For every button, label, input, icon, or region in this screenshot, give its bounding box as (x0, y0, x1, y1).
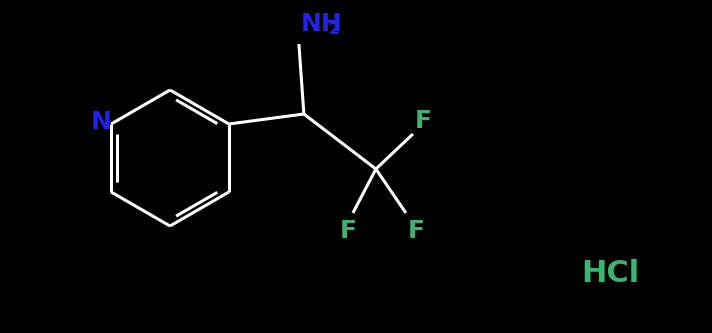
Text: N: N (90, 110, 112, 134)
Text: F: F (407, 219, 424, 243)
Text: HCl: HCl (581, 258, 639, 287)
Text: NH: NH (301, 12, 342, 36)
Text: 2: 2 (329, 22, 340, 37)
Text: F: F (414, 109, 431, 133)
Text: F: F (340, 219, 357, 243)
